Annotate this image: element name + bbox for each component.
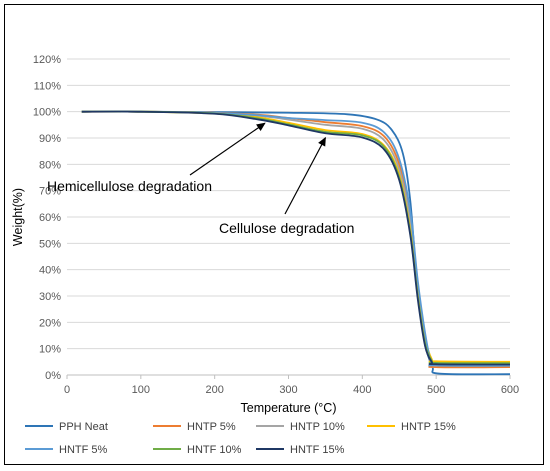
legend: PPH Neat HNTP 5% HNTP 10% HNTP 15% HNTF 5% HN…	[25, 421, 456, 456]
series-line-hntf-10	[81, 110, 511, 365]
annotations: Hemicellulose degradation Cellulose degra…	[47, 122, 354, 236]
series-line-hntf-15	[81, 110, 511, 366]
gridlines	[67, 58, 510, 376]
y-tick-label: 30%	[39, 291, 61, 303]
y-tick-label: 90%	[39, 133, 61, 145]
legend-entry: HNTP 15%	[401, 421, 456, 433]
x-tick-label: 500	[427, 384, 445, 396]
annotation-arrow	[189, 122, 266, 176]
y-tick-label: 60%	[39, 212, 61, 224]
series-line-hntf-5	[81, 110, 511, 367]
y-tick-label: 50%	[39, 238, 61, 250]
annotation-label: Hemicellulose degradation	[47, 178, 212, 194]
y-tick-label: 80%	[39, 159, 61, 171]
legend-entry: HNTF 5%	[59, 444, 108, 456]
legend-entry: HNTF 15%	[290, 444, 345, 456]
series-line-hntp-10	[81, 110, 511, 366]
x-tick-label: 0	[64, 384, 70, 396]
legend-entry: HNTP 10%	[290, 421, 345, 433]
annotation-label: Cellulose degradation	[219, 220, 354, 236]
chart-frame: 0% 10% 20% 30% 40% 50% 60% 70% 80% 90% 100% 110% 120…	[4, 4, 544, 465]
y-tick-label: 120%	[33, 54, 61, 66]
x-tick-label: 100	[132, 384, 150, 396]
y-tick-label: 0%	[45, 370, 61, 382]
annotation-arrow	[284, 136, 326, 215]
series-line-hntp-15	[81, 110, 511, 363]
y-axis-title: Weight(%)	[11, 188, 25, 246]
y-tick-label: 10%	[39, 344, 61, 356]
x-tick-label: 300	[279, 384, 297, 396]
legend-entry: HNTP 5%	[187, 421, 236, 433]
tga-chart: 0% 10% 20% 30% 40% 50% 60% 70% 80% 90% 100% 110% 120…	[11, 54, 519, 456]
plot-series	[81, 110, 511, 376]
x-tick-label: 600	[501, 384, 519, 396]
series-line-hntp-5	[81, 110, 511, 369]
y-tick-label: 100%	[33, 107, 61, 119]
y-tick-label: 70%	[39, 186, 61, 198]
y-tick-label: 110%	[34, 80, 62, 92]
y-tick-label: 20%	[39, 317, 61, 329]
legend-entry: PPH Neat	[59, 421, 108, 433]
legend-entry: HNTF 10%	[187, 444, 242, 456]
y-tick-label: 40%	[39, 265, 61, 277]
x-axis-title: Temperature (°C)	[241, 401, 337, 415]
x-tick-label: 400	[353, 384, 371, 396]
x-tick-label: 200	[205, 384, 223, 396]
axes: 0% 10% 20% 30% 40% 50% 60% 70% 80% 90% 100% 110% 120…	[33, 54, 519, 396]
